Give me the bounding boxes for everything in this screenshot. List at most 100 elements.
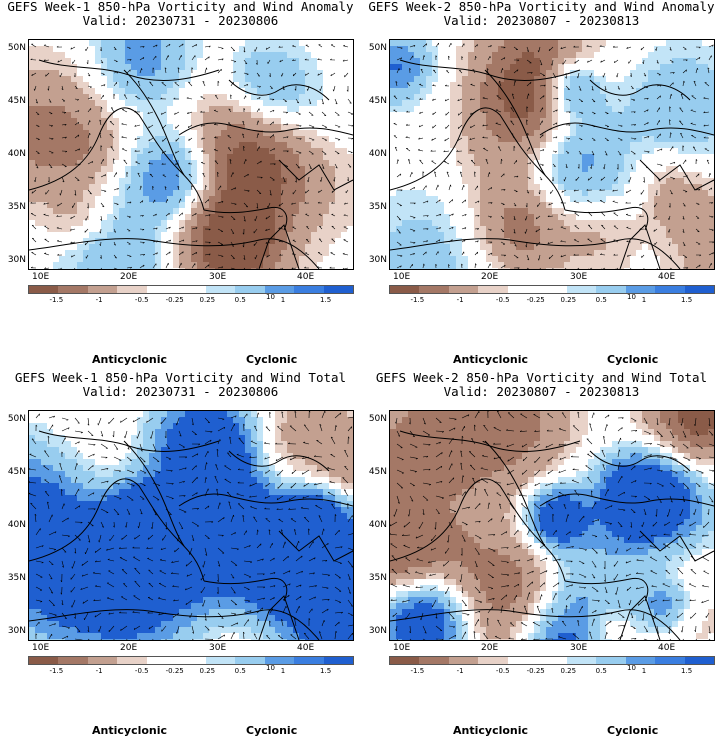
wind-arrow: [204, 214, 211, 217]
vorticity-cell: [486, 112, 493, 119]
vorticity-cell: [125, 166, 132, 173]
wind-arrow-head: [243, 219, 246, 222]
vorticity-cell: [408, 166, 415, 173]
vorticity-cell: [582, 166, 589, 173]
vorticity-cell: [65, 190, 72, 197]
vorticity-cell: [624, 82, 631, 89]
vorticity-cell: [528, 64, 535, 71]
vorticity-cell: [287, 250, 294, 257]
wind-arrow-head: [335, 102, 338, 105]
vorticity-cell: [690, 166, 697, 173]
vorticity-cell: [696, 136, 703, 143]
vorticity-cell: [504, 40, 511, 47]
vorticity-cell: [402, 238, 409, 245]
vorticity-cell: [269, 244, 276, 251]
vorticity-cell: [83, 226, 90, 233]
wind-arrow: [134, 124, 141, 127]
vorticity-cell: [576, 196, 583, 203]
vorticity-cell: [71, 148, 78, 155]
vorticity-cell: [323, 190, 330, 197]
wind-arrow-head: [49, 101, 52, 103]
vorticity-cell: [678, 250, 685, 257]
vorticity-cell: [323, 100, 330, 107]
vorticity-cell: [600, 136, 607, 143]
vorticity-cell: [594, 232, 601, 239]
vorticity-cell: [570, 58, 577, 65]
wind-arrow: [269, 148, 275, 152]
vorticity-cell: [600, 166, 607, 173]
vorticity-cell: [119, 112, 126, 119]
vorticity-cell: [660, 208, 667, 215]
vorticity-cell: [504, 142, 511, 149]
vorticity-cell: [125, 160, 132, 167]
vorticity-cell: [654, 172, 661, 179]
vorticity-cell: [528, 46, 535, 53]
wind-arrow-head: [65, 136, 67, 139]
vorticity-cell: [101, 46, 108, 53]
vorticity-cell: [335, 58, 342, 65]
vorticity-cell: [588, 46, 595, 53]
vorticity-cell: [41, 46, 48, 53]
vorticity-cell: [257, 76, 264, 83]
wind-arrow: [334, 137, 341, 140]
vorticity-cell: [624, 118, 631, 125]
vorticity-cell: [137, 94, 144, 101]
vorticity-cell: [666, 58, 673, 65]
vorticity-cell: [41, 112, 48, 119]
vorticity-cell: [245, 238, 252, 245]
vorticity-cell: [323, 40, 330, 47]
vorticity-cell: [221, 214, 228, 221]
vorticity-cell: [275, 262, 282, 269]
vorticity-cell: [35, 88, 42, 95]
vorticity-cell: [317, 82, 324, 89]
wind-arrow-head: [246, 73, 249, 76]
vorticity-cell: [143, 58, 150, 65]
vorticity-cell: [486, 76, 493, 83]
wind-arrow: [113, 254, 117, 259]
vorticity-cell: [654, 148, 661, 155]
vorticity-cell: [636, 58, 643, 65]
vorticity-cell: [600, 64, 607, 71]
vorticity-cell: [426, 118, 433, 125]
vorticity-cell: [203, 142, 210, 149]
vorticity-cell: [47, 208, 54, 215]
vorticity-cell: [660, 172, 667, 179]
wind-arrow: [87, 108, 92, 113]
vorticity-cell: [341, 124, 348, 131]
vorticity-cell: [672, 184, 679, 191]
vorticity-cell: [486, 172, 493, 179]
vorticity-cell: [293, 88, 300, 95]
vorticity-cell: [480, 58, 487, 65]
vorticity-cell: [462, 136, 469, 143]
wind-arrow: [256, 160, 262, 165]
vorticity-cell: [341, 106, 348, 113]
vorticity-cell: [119, 226, 126, 233]
vorticity-cell: [510, 112, 517, 119]
vorticity-cell: [149, 208, 156, 215]
wind-arrow-head: [147, 96, 150, 99]
vorticity-cell: [41, 262, 48, 269]
vorticity-cell: [35, 166, 42, 173]
vorticity-cell: [672, 58, 679, 65]
vorticity-cell: [696, 70, 703, 77]
vorticity-cell: [197, 136, 204, 143]
vorticity-cell: [317, 256, 324, 263]
vorticity-cell: [287, 46, 294, 53]
wind-arrow-head: [278, 215, 280, 217]
vorticity-cell: [173, 70, 180, 77]
vorticity-cell: [263, 100, 270, 107]
wind-arrow: [347, 150, 353, 153]
vorticity-cell: [510, 202, 517, 209]
vorticity-cell: [329, 178, 336, 185]
vorticity-cell: [528, 232, 535, 239]
vorticity-cell: [269, 130, 276, 137]
vorticity-cell: [323, 46, 330, 53]
vorticity-cell: [119, 244, 126, 251]
vorticity-cell: [203, 154, 210, 161]
vorticity-cell: [71, 208, 78, 215]
vorticity-cell: [347, 106, 353, 113]
vorticity-cell: [612, 148, 619, 155]
wind-arrow-head: [221, 216, 224, 219]
vorticity-cell: [570, 238, 577, 245]
wind-arrow: [109, 121, 115, 126]
